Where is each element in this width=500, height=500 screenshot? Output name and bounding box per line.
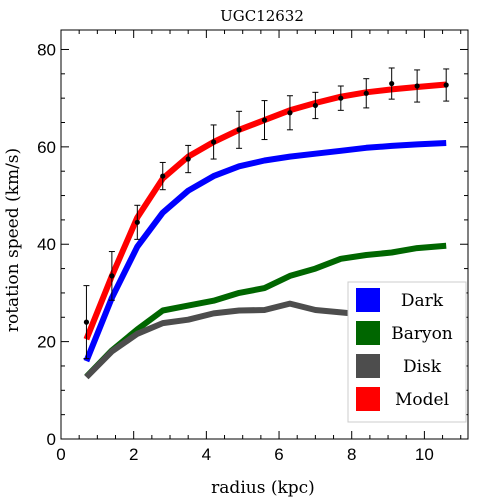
data-point xyxy=(83,319,90,325)
series-line-dark xyxy=(83,140,447,363)
y-tick-label: 60 xyxy=(37,138,56,157)
legend-label-model: Model xyxy=(395,390,449,410)
legend-swatch-model xyxy=(356,387,380,411)
data-point xyxy=(134,219,140,225)
legend-swatch-disk xyxy=(356,354,380,378)
legend-swatch-dark xyxy=(356,288,380,312)
y-tick-label: 40 xyxy=(37,235,56,254)
data-point xyxy=(414,83,420,89)
x-tick-label: 2 xyxy=(129,445,138,464)
x-axis-label: radius (kpc) xyxy=(211,478,315,498)
chart-title: UGC12632 xyxy=(220,7,304,25)
data-point xyxy=(261,117,268,123)
x-tick-label: 10 xyxy=(415,445,434,464)
legend-label-disk: Disk xyxy=(403,357,442,377)
data-point xyxy=(312,102,318,109)
y-axis-label: rotation speed (km/s) xyxy=(3,148,23,332)
legend-swatch-baryon xyxy=(356,321,380,345)
data-point xyxy=(211,139,217,145)
data-point xyxy=(185,156,191,162)
axis-ticks: 0 2 4 6 8 10 0 20 40 60 80 xyxy=(37,30,468,464)
data-point xyxy=(389,80,395,87)
x-tick-label: 6 xyxy=(274,445,283,464)
data-point xyxy=(287,110,293,116)
x-tick-label: 0 xyxy=(56,445,65,464)
plot-frame xyxy=(60,29,469,440)
y-tick-label: 20 xyxy=(37,333,56,352)
data-point xyxy=(109,273,115,279)
legend: Dark Baryon Disk Model xyxy=(347,281,467,423)
y-tick-label: 0 xyxy=(47,430,56,449)
x-tick-label: 4 xyxy=(202,445,211,464)
legend-label-baryon: Baryon xyxy=(391,324,453,344)
data-point xyxy=(443,82,449,88)
series-line-baryon xyxy=(84,242,447,379)
data-point xyxy=(236,127,242,133)
observed-points xyxy=(83,67,450,360)
data-point xyxy=(160,173,166,179)
y-tick-label: 80 xyxy=(37,40,56,59)
legend-label-dark: Dark xyxy=(401,291,444,311)
data-point xyxy=(363,90,369,96)
x-tick-label: 8 xyxy=(347,445,356,464)
data-point xyxy=(338,95,344,101)
